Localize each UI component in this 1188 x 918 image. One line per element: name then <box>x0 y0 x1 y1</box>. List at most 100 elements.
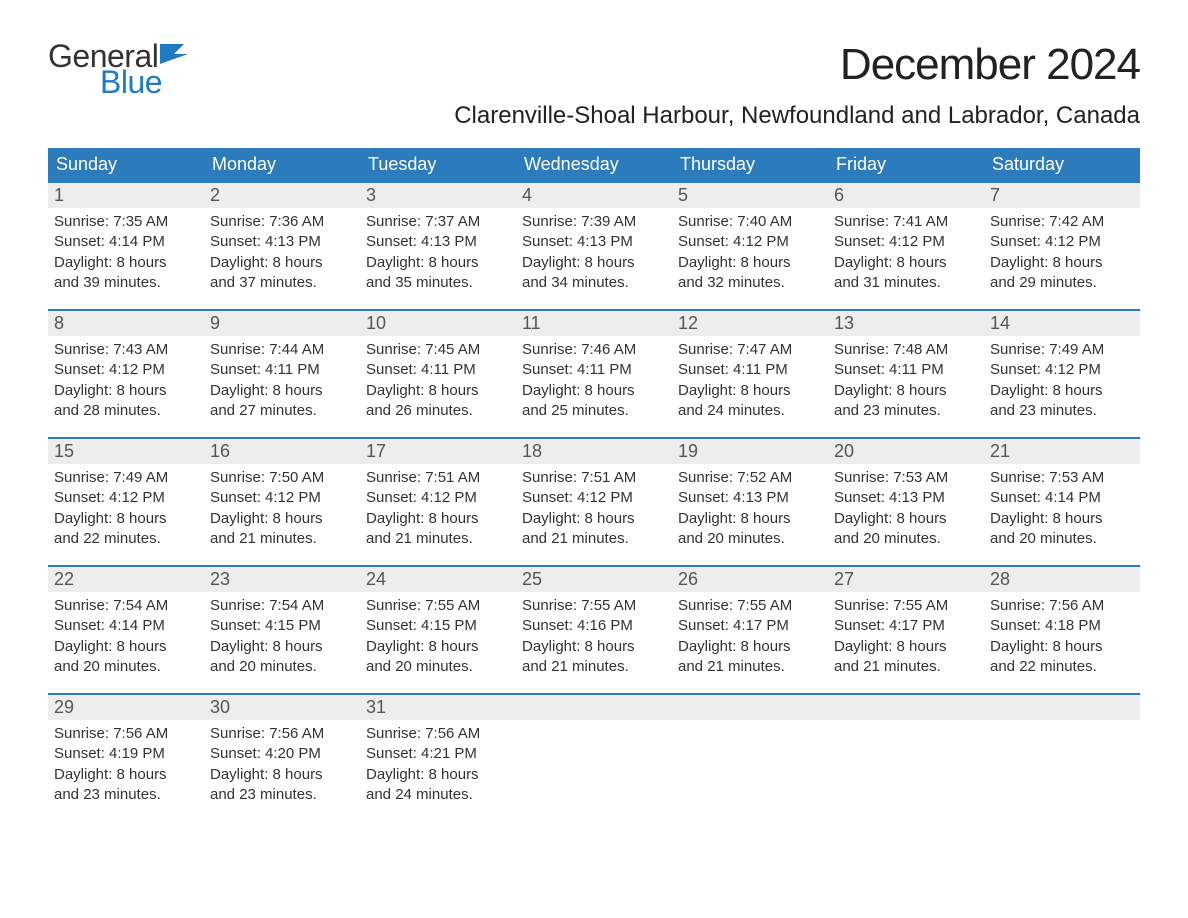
calendar-day: 6Sunrise: 7:41 AMSunset: 4:12 PMDaylight… <box>828 183 984 309</box>
sunrise-text: Sunrise: 7:55 AM <box>366 596 510 616</box>
day-details: Sunrise: 7:56 AMSunset: 4:20 PMDaylight:… <box>204 720 360 815</box>
day-number: 19 <box>672 439 828 464</box>
sunrise-text: Sunrise: 7:55 AM <box>522 596 666 616</box>
day-number: 13 <box>828 311 984 336</box>
daylight-text-2: and 26 minutes. <box>366 401 510 421</box>
day-number: 28 <box>984 567 1140 592</box>
daylight-text-1: Daylight: 8 hours <box>366 509 510 529</box>
sunrise-text: Sunrise: 7:55 AM <box>834 596 978 616</box>
daylight-text-1: Daylight: 8 hours <box>522 381 666 401</box>
day-number: 16 <box>204 439 360 464</box>
day-number: 3 <box>360 183 516 208</box>
sunrise-text: Sunrise: 7:37 AM <box>366 212 510 232</box>
day-number: 18 <box>516 439 672 464</box>
day-number: 22 <box>48 567 204 592</box>
sunset-text: Sunset: 4:20 PM <box>210 744 354 764</box>
day-number <box>516 695 672 720</box>
day-number: 9 <box>204 311 360 336</box>
day-details: Sunrise: 7:47 AMSunset: 4:11 PMDaylight:… <box>672 336 828 431</box>
daylight-text-2: and 21 minutes. <box>522 529 666 549</box>
daylight-text-2: and 29 minutes. <box>990 273 1134 293</box>
daylight-text-2: and 28 minutes. <box>54 401 198 421</box>
header: General Blue December 2024 Clarenville-S… <box>48 40 1140 130</box>
day-number: 17 <box>360 439 516 464</box>
daylight-text-1: Daylight: 8 hours <box>54 381 198 401</box>
sunrise-text: Sunrise: 7:44 AM <box>210 340 354 360</box>
flag-icon <box>160 44 188 68</box>
day-number: 12 <box>672 311 828 336</box>
day-number: 27 <box>828 567 984 592</box>
calendar-day <box>828 695 984 821</box>
calendar-day: 17Sunrise: 7:51 AMSunset: 4:12 PMDayligh… <box>360 439 516 565</box>
calendar-week: 22Sunrise: 7:54 AMSunset: 4:14 PMDayligh… <box>48 565 1140 693</box>
sunset-text: Sunset: 4:11 PM <box>522 360 666 380</box>
day-number: 24 <box>360 567 516 592</box>
daylight-text-1: Daylight: 8 hours <box>834 509 978 529</box>
day-details: Sunrise: 7:53 AMSunset: 4:13 PMDaylight:… <box>828 464 984 559</box>
daylight-text-2: and 21 minutes. <box>834 657 978 677</box>
sunset-text: Sunset: 4:13 PM <box>366 232 510 252</box>
day-details: Sunrise: 7:50 AMSunset: 4:12 PMDaylight:… <box>204 464 360 559</box>
day-number: 21 <box>984 439 1140 464</box>
calendar-day: 15Sunrise: 7:49 AMSunset: 4:12 PMDayligh… <box>48 439 204 565</box>
calendar-day: 16Sunrise: 7:50 AMSunset: 4:12 PMDayligh… <box>204 439 360 565</box>
day-of-week-header: Sunday Monday Tuesday Wednesday Thursday… <box>48 148 1140 181</box>
logo-text-blue: Blue <box>100 66 188 98</box>
day-details: Sunrise: 7:53 AMSunset: 4:14 PMDaylight:… <box>984 464 1140 559</box>
location-subtitle: Clarenville-Shoal Harbour, Newfoundland … <box>454 102 1140 130</box>
sunset-text: Sunset: 4:16 PM <box>522 616 666 636</box>
daylight-text-1: Daylight: 8 hours <box>366 765 510 785</box>
sunrise-text: Sunrise: 7:55 AM <box>678 596 822 616</box>
sunset-text: Sunset: 4:11 PM <box>366 360 510 380</box>
sunrise-text: Sunrise: 7:56 AM <box>990 596 1134 616</box>
calendar-day: 13Sunrise: 7:48 AMSunset: 4:11 PMDayligh… <box>828 311 984 437</box>
sunset-text: Sunset: 4:17 PM <box>834 616 978 636</box>
sunrise-text: Sunrise: 7:56 AM <box>366 724 510 744</box>
sunset-text: Sunset: 4:12 PM <box>834 232 978 252</box>
sunrise-text: Sunrise: 7:42 AM <box>990 212 1134 232</box>
day-number: 31 <box>360 695 516 720</box>
day-details: Sunrise: 7:39 AMSunset: 4:13 PMDaylight:… <box>516 208 672 303</box>
calendar: Sunday Monday Tuesday Wednesday Thursday… <box>48 148 1140 821</box>
sunset-text: Sunset: 4:12 PM <box>522 488 666 508</box>
sunrise-text: Sunrise: 7:54 AM <box>210 596 354 616</box>
daylight-text-1: Daylight: 8 hours <box>834 253 978 273</box>
weeks-container: 1Sunrise: 7:35 AMSunset: 4:14 PMDaylight… <box>48 181 1140 821</box>
daylight-text-2: and 22 minutes. <box>54 529 198 549</box>
sunrise-text: Sunrise: 7:51 AM <box>366 468 510 488</box>
sunset-text: Sunset: 4:13 PM <box>522 232 666 252</box>
sunset-text: Sunset: 4:11 PM <box>210 360 354 380</box>
day-number <box>672 695 828 720</box>
sunset-text: Sunset: 4:15 PM <box>210 616 354 636</box>
day-details: Sunrise: 7:48 AMSunset: 4:11 PMDaylight:… <box>828 336 984 431</box>
calendar-day: 7Sunrise: 7:42 AMSunset: 4:12 PMDaylight… <box>984 183 1140 309</box>
day-number: 4 <box>516 183 672 208</box>
sunset-text: Sunset: 4:12 PM <box>678 232 822 252</box>
day-details: Sunrise: 7:55 AMSunset: 4:15 PMDaylight:… <box>360 592 516 687</box>
sunset-text: Sunset: 4:11 PM <box>678 360 822 380</box>
dow-thursday: Thursday <box>672 148 828 181</box>
day-number: 14 <box>984 311 1140 336</box>
daylight-text-1: Daylight: 8 hours <box>678 253 822 273</box>
logo: General Blue <box>48 40 188 98</box>
daylight-text-1: Daylight: 8 hours <box>990 253 1134 273</box>
sunset-text: Sunset: 4:14 PM <box>54 232 198 252</box>
sunrise-text: Sunrise: 7:53 AM <box>834 468 978 488</box>
day-number: 10 <box>360 311 516 336</box>
day-details: Sunrise: 7:45 AMSunset: 4:11 PMDaylight:… <box>360 336 516 431</box>
month-title: December 2024 <box>454 40 1140 90</box>
sunrise-text: Sunrise: 7:50 AM <box>210 468 354 488</box>
daylight-text-1: Daylight: 8 hours <box>210 765 354 785</box>
daylight-text-2: and 27 minutes. <box>210 401 354 421</box>
calendar-day <box>672 695 828 821</box>
daylight-text-2: and 24 minutes. <box>678 401 822 421</box>
daylight-text-2: and 20 minutes. <box>834 529 978 549</box>
calendar-day: 14Sunrise: 7:49 AMSunset: 4:12 PMDayligh… <box>984 311 1140 437</box>
calendar-day: 28Sunrise: 7:56 AMSunset: 4:18 PMDayligh… <box>984 567 1140 693</box>
day-details: Sunrise: 7:43 AMSunset: 4:12 PMDaylight:… <box>48 336 204 431</box>
day-details: Sunrise: 7:44 AMSunset: 4:11 PMDaylight:… <box>204 336 360 431</box>
sunrise-text: Sunrise: 7:52 AM <box>678 468 822 488</box>
daylight-text-1: Daylight: 8 hours <box>54 637 198 657</box>
daylight-text-1: Daylight: 8 hours <box>834 381 978 401</box>
day-details: Sunrise: 7:36 AMSunset: 4:13 PMDaylight:… <box>204 208 360 303</box>
